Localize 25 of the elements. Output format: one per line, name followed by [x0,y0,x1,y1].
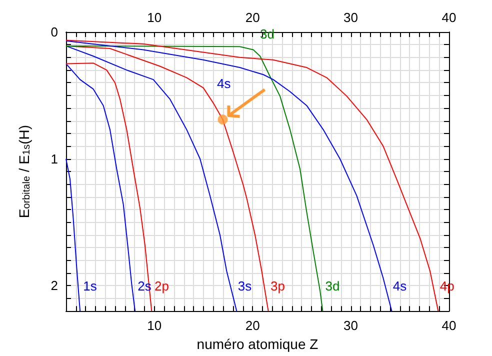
x-axis-title: numéro atomique Z [196,336,319,352]
line-series [66,62,152,312]
line-series [66,45,324,312]
series-label: 3s [238,278,252,294]
x2-tick-label: 40 [442,10,456,25]
y-axis-title: Eorbitale / E1s(H) [16,124,32,218]
x-tick-label: 20 [245,318,260,334]
x-tick-label: 40 [442,318,456,334]
y-tick-label: 2 [50,278,58,294]
series-label: 3p [270,278,285,294]
series-label: 4s [392,278,408,294]
line-series [66,63,136,312]
series-label: 3d [325,278,340,294]
series-label: 2p [154,278,169,294]
x2-tick-label: 10 [147,10,162,25]
x-tick-label: 10 [147,318,162,334]
y-tick-label: 0 [50,24,58,40]
annotation: 4s [216,76,232,92]
y-tick-label: 1 [50,151,58,166]
x2-tick-label: 30 [344,10,358,25]
x-tick-label: 30 [344,318,358,334]
x2-tick-label: 20 [245,10,260,25]
series-label: 1s [83,278,98,294]
line-series [66,158,81,312]
line-series [66,45,238,312]
